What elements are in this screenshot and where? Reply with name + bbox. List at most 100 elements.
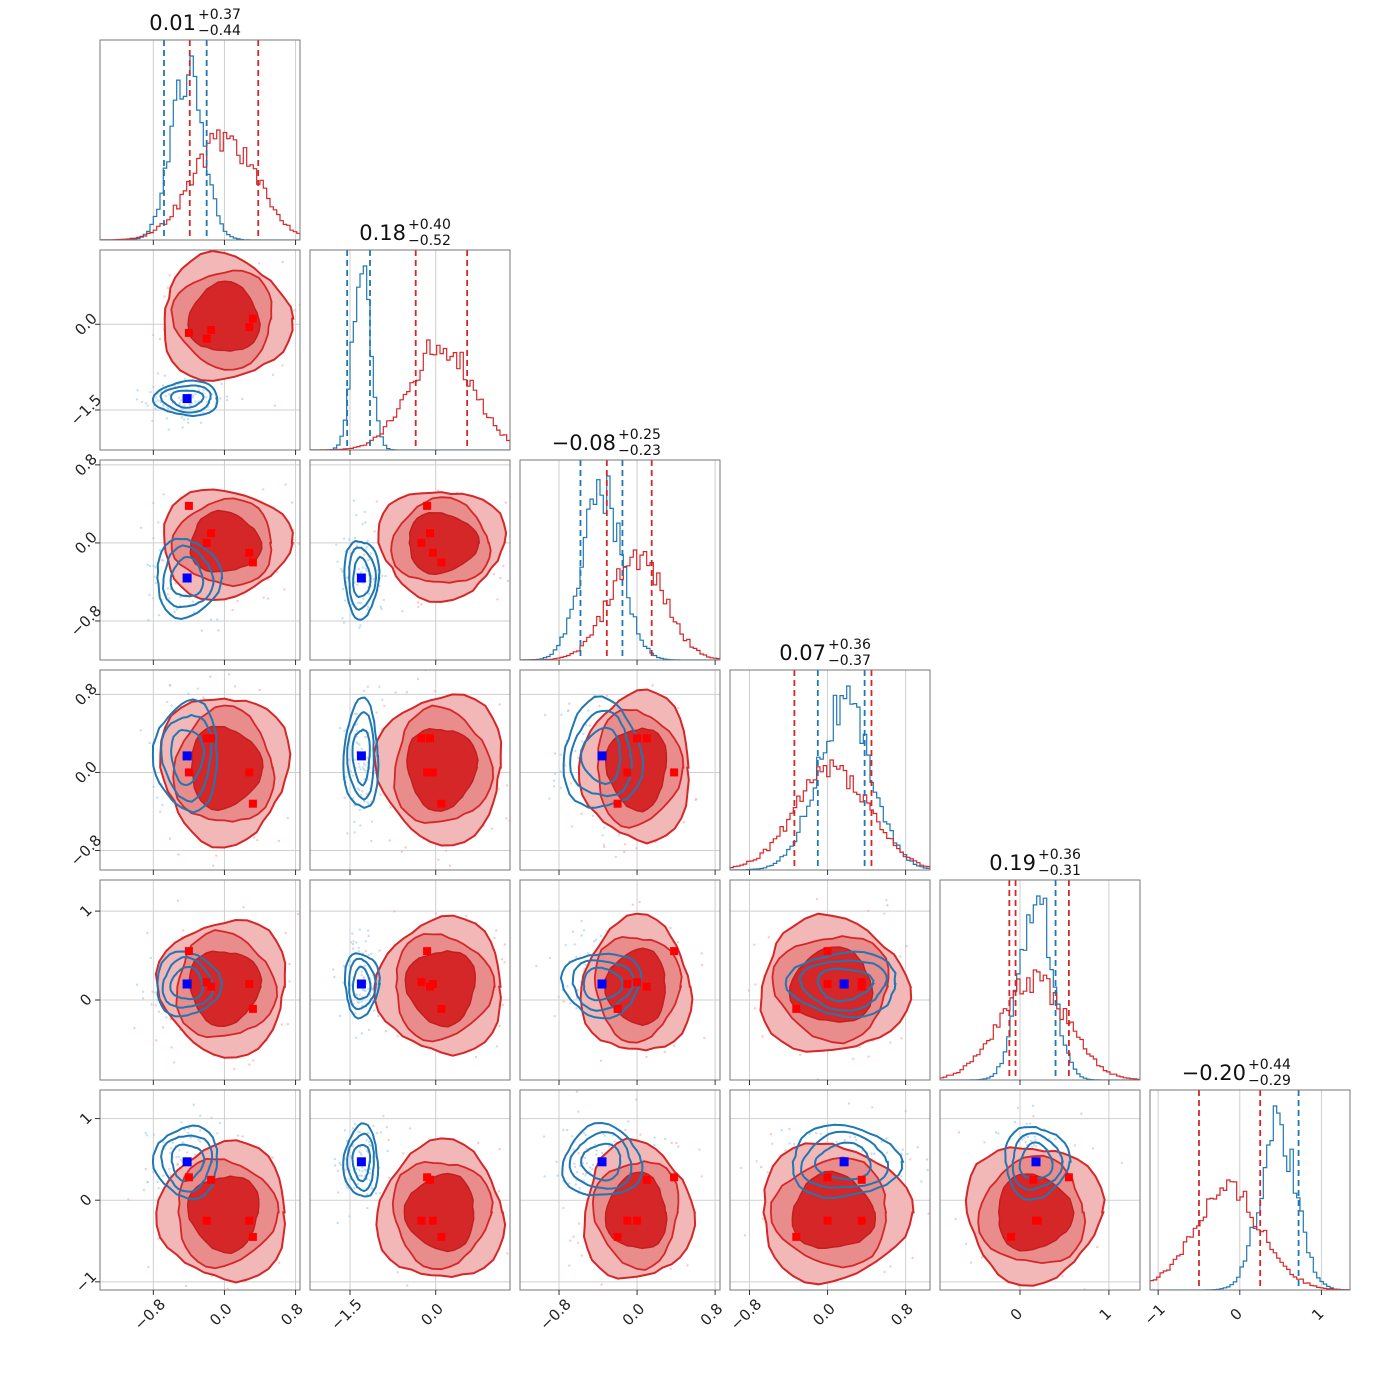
blue-sample-point [808,1132,811,1136]
x-tick-label: 1 [1308,1305,1327,1324]
blue-sample-point [593,1143,597,1146]
red-histogram [520,549,720,660]
blue-sample-point [362,976,366,979]
blue-sample-point [945,1164,947,1166]
blue-sample-point [355,729,359,732]
red-sample-point [575,955,578,959]
blue-sample-point [363,778,366,781]
blue-sample-point [370,839,373,843]
blue-sample-point [369,1144,373,1147]
red-marker [207,326,216,334]
red-sample-point [156,372,160,375]
red-sample-point [301,717,303,719]
blue-sample-point [364,950,367,953]
x-tick-label: 0.0 [809,1300,839,1330]
red-sample-point [176,899,180,902]
blue-sample-point [225,395,229,398]
red-sample-point [248,1063,251,1066]
red-marker [623,1216,632,1225]
red-sample-point [695,797,698,801]
red-marker [670,768,679,777]
blue-marker [182,979,192,989]
panel-frame [309,249,511,451]
red-sample-point [434,912,438,915]
red-sample-point [296,912,300,916]
blue-sample-point [1029,1139,1033,1143]
y-tick-label: −1 [72,1268,100,1296]
param-title-minus: −0.31 [1038,863,1081,879]
blue-sample-point [355,1167,358,1171]
panel-frame [99,879,301,1081]
red-sample-point [281,260,284,264]
blue-sample-point [555,1160,558,1164]
red-sample-point [396,1271,399,1274]
red-sample-point [389,806,392,809]
blue-sample-point [356,601,360,604]
param-title-value: −0.08 [552,431,616,455]
blue-sample-point [351,932,354,935]
blue-sample-point [380,607,383,611]
blue-sample-point [556,1174,559,1177]
blue-sample-point [216,618,219,621]
blue-sample-point [653,1143,656,1147]
red-sample-point [262,488,265,491]
blue-sample-point [149,390,152,394]
panel-frame [729,879,931,1081]
red-sample-point [605,694,609,697]
blue-marker [839,979,849,989]
red-marker [823,980,832,988]
blue-sample-point [359,824,362,827]
blue-sample-point [336,1221,339,1225]
red-sample-point [743,1234,747,1237]
red-sample-point [271,373,275,376]
blue-sample-point [163,374,166,377]
blue-marker [597,979,607,989]
blue-sample-point [385,1126,388,1129]
blue-sample-point [360,1000,363,1003]
blue-sample-point [664,1137,667,1141]
panel-5-1 [309,1089,511,1295]
panel-frame [309,669,511,871]
blue-contour-1 [798,959,889,1012]
red-sample-point [384,1030,388,1033]
red-histogram [100,129,300,240]
panel-frame [729,1089,931,1291]
red-sample-point [366,685,370,688]
red-sample-point [139,526,143,529]
red-sample-point [474,1056,478,1059]
red-sample-point [172,1061,176,1064]
blue-contour-0 [816,967,876,1003]
red-marker [184,1173,193,1182]
y-tick-label: 0.0 [71,528,101,558]
blue-sample-point [170,704,173,707]
red-histogram [730,759,930,870]
blue-sample-point [582,732,585,736]
blue-sample-point [361,566,365,569]
blue-sample-point [627,1120,630,1123]
red-sample-point [147,1265,150,1269]
panel-0-0 [99,39,301,245]
y-tick-label: 0 [76,1190,95,1209]
blue-contour-2 [151,698,219,814]
blue-sample-point [591,1168,594,1171]
blue-sample-point [209,618,213,621]
red-marker [245,980,254,988]
blue-sample-point [181,1141,185,1144]
panel-2-1 [309,459,511,665]
red-sample-point [572,1235,575,1238]
red-sample-point [276,570,279,574]
blue-sample-point [535,964,538,968]
blue-contour-2 [156,950,224,1018]
blue-sample-point [387,1176,391,1179]
blue-sample-point [332,968,335,971]
red-sample-point [669,1267,672,1270]
blue-marker [356,751,366,761]
red-sample-point [271,1156,274,1159]
red-sample-point [670,1141,673,1145]
panel-5-0 [95,1089,301,1295]
blue-sample-point [148,564,152,568]
blue-sample-point [166,700,169,704]
blue-sample-point [357,1130,360,1133]
blue-sample-point [354,1012,357,1015]
red-sample-point [261,648,263,650]
